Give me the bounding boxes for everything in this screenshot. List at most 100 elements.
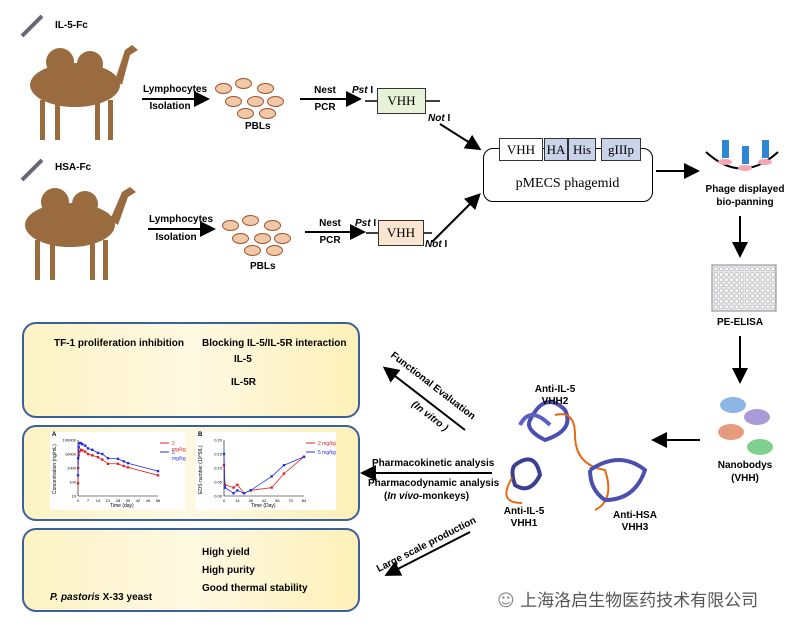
data-point	[83, 450, 87, 453]
y-tick-label: 100000	[63, 438, 77, 443]
panning-label: bio-panning	[716, 197, 774, 208]
plate-well	[760, 272, 765, 277]
plate-well	[729, 283, 734, 288]
vhh3-label: VHH3	[621, 522, 649, 533]
blocking-title: Blocking IL-5/IL-5R interaction	[202, 338, 347, 349]
plot-b-legend-2: 2 mg/kg	[318, 441, 336, 447]
pst-site-label: Pst I	[355, 218, 377, 229]
camel-1-illustration	[30, 45, 138, 140]
data-point	[122, 464, 125, 468]
plate-well	[739, 277, 745, 282]
yeast-label: P. pastoris X-33 yeast	[50, 592, 153, 603]
plate-well	[745, 288, 750, 293]
phage-panning-icon	[705, 140, 779, 171]
plate-well	[724, 293, 729, 299]
plate-well	[771, 272, 776, 277]
bullet-high-purity: High purity	[202, 565, 255, 576]
plate-well	[771, 283, 776, 288]
data-point	[86, 452, 90, 456]
plate-well	[739, 299, 745, 304]
plate-well	[750, 266, 755, 272]
panning-label: Phage displayed	[705, 184, 785, 195]
plate-well	[765, 277, 771, 282]
plate-well	[765, 272, 771, 277]
plate-well	[734, 299, 739, 304]
vhh1-label: VHH1	[510, 518, 538, 529]
pbl-cell	[232, 233, 249, 244]
watermark: ☺ 上海洛启生物医药技术有限公司	[497, 591, 759, 611]
pbl-cells-1	[215, 78, 295, 119]
antigen-label-2: HSA-Fc	[55, 162, 92, 173]
plate-well	[760, 288, 765, 293]
x-tick-label: 42	[136, 498, 141, 503]
plate-well	[739, 304, 745, 309]
vhh-gene-box-2: VHH	[378, 220, 424, 246]
plot-b-ylabel: EOS number (10^9/L)	[198, 445, 204, 494]
plate-well	[771, 266, 776, 272]
plate-well	[765, 299, 771, 304]
y-tick-label: 10	[72, 494, 77, 499]
plate-well	[760, 283, 765, 288]
plate-well	[719, 266, 724, 272]
plate-well	[734, 266, 739, 272]
nanobodies-label: Nanobodys	[717, 460, 773, 471]
plate-well	[755, 288, 760, 293]
plate-well	[771, 288, 776, 293]
plate-well	[755, 272, 760, 277]
plate-well	[745, 304, 750, 309]
plate-well	[771, 299, 776, 304]
data-point	[79, 441, 83, 445]
plate-well	[724, 266, 729, 272]
plate-well	[713, 266, 719, 272]
plate-well	[755, 266, 760, 272]
x-tick-label: 84	[302, 498, 307, 503]
pst-site-label: Pst I	[352, 85, 374, 96]
plate-well	[713, 272, 719, 277]
data-point	[282, 472, 286, 475]
plate-well	[771, 304, 776, 309]
series-line	[77, 449, 159, 484]
plate-well	[745, 283, 750, 288]
x-tick-label: 28	[248, 498, 253, 503]
not-site-label: Not I	[428, 113, 451, 124]
lymphocytes-label: Lymphocytes	[142, 84, 208, 95]
plate-well	[734, 283, 739, 288]
vhh2-label: Anti-IL-5	[534, 384, 576, 395]
plate-well	[750, 299, 755, 304]
pcr-label: PCR	[314, 102, 336, 113]
nanobody-ellipses	[718, 397, 773, 455]
plate-well	[760, 277, 765, 282]
pbl-cell	[242, 215, 259, 226]
data-point	[77, 454, 80, 457]
plot-b: B 0.20 0.15 0.10 0.05 0.00 0 14 28 42 56 70 84 EOS …	[196, 432, 336, 510]
vhh1-label: Anti-IL-5	[503, 506, 545, 517]
data-point	[76, 482, 80, 485]
data-point	[86, 447, 90, 450]
pbl-cell	[247, 96, 264, 107]
plate-well	[765, 283, 771, 288]
plate-well	[713, 277, 719, 282]
wechat-icon: ☺	[497, 591, 521, 611]
data-point	[302, 455, 306, 458]
plot-a-panel-label: A	[52, 432, 57, 438]
data-point	[78, 441, 81, 445]
pbl-cell	[266, 245, 283, 256]
syringe-icon-1	[20, 14, 44, 38]
y-tick-label: 0.10	[214, 466, 223, 471]
plate-well	[724, 299, 729, 304]
y-tick-label: 1000	[67, 466, 77, 471]
pbls-label: PBLs	[245, 121, 271, 132]
arrow-to-phagemid-2	[431, 193, 481, 243]
x-tick-label: 7	[87, 498, 90, 503]
plate-well	[729, 304, 734, 309]
x-tick-label: 49	[146, 498, 151, 503]
plate-well	[719, 283, 724, 288]
plate-well	[729, 299, 734, 304]
plate-well	[724, 288, 729, 293]
data-point	[249, 489, 252, 492]
data-point	[76, 457, 80, 460]
elisa-label: PE-ELISA	[716, 317, 764, 328]
plate-well	[755, 304, 760, 309]
data-point	[106, 462, 110, 465]
vhh-gene-box-1: VHH	[377, 88, 426, 114]
